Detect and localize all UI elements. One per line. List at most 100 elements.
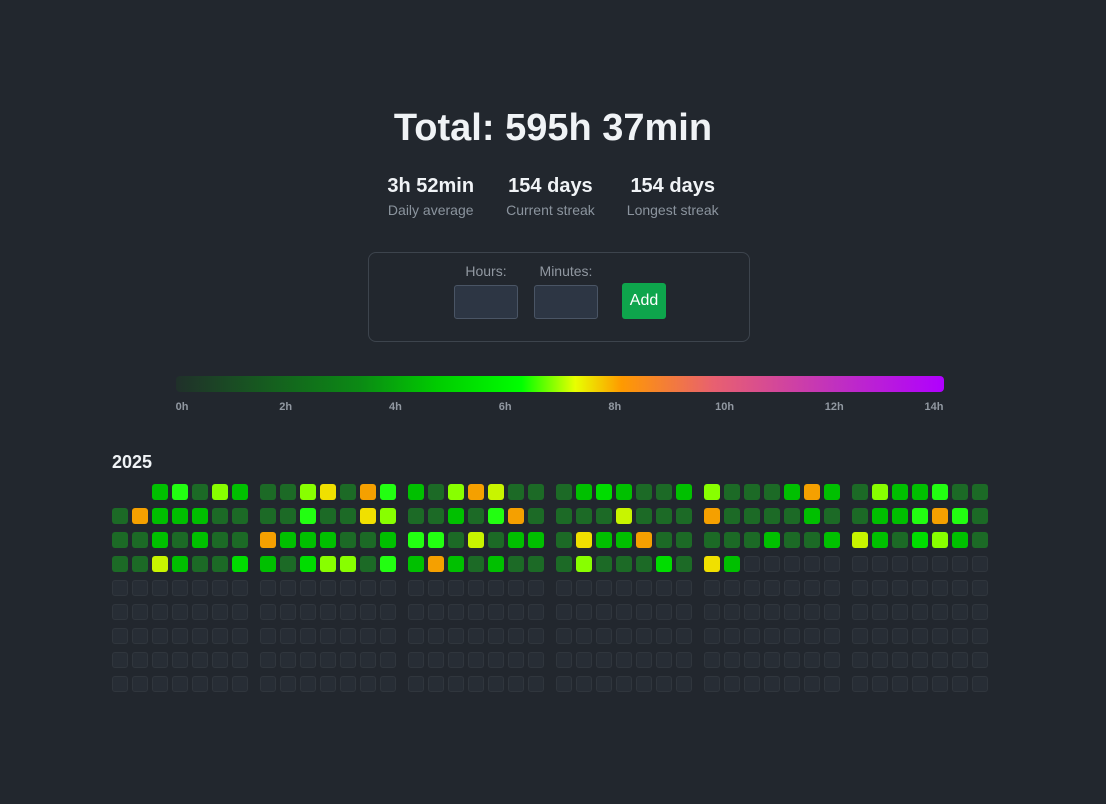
day-cell[interactable] xyxy=(508,652,524,668)
day-cell[interactable] xyxy=(804,580,820,596)
day-cell[interactable] xyxy=(232,676,248,692)
day-cell[interactable] xyxy=(528,628,544,644)
day-cell[interactable] xyxy=(784,604,800,620)
day-cell[interactable] xyxy=(872,484,888,500)
day-cell[interactable] xyxy=(488,676,504,692)
day-cell[interactable] xyxy=(952,652,968,668)
day-cell[interactable] xyxy=(576,604,592,620)
day-cell[interactable] xyxy=(172,628,188,644)
day-cell[interactable] xyxy=(320,628,336,644)
day-cell[interactable] xyxy=(468,676,484,692)
day-cell[interactable] xyxy=(556,652,572,668)
day-cell[interactable] xyxy=(912,604,928,620)
day-cell[interactable] xyxy=(656,532,672,548)
day-cell[interactable] xyxy=(428,652,444,668)
day-cell[interactable] xyxy=(360,676,376,692)
day-cell[interactable] xyxy=(824,580,840,596)
day-cell[interactable] xyxy=(468,484,484,500)
day-cell[interactable] xyxy=(448,532,464,548)
day-cell[interactable] xyxy=(280,556,296,572)
day-cell[interactable] xyxy=(556,676,572,692)
day-cell[interactable] xyxy=(300,556,316,572)
day-cell[interactable] xyxy=(636,676,652,692)
day-cell[interactable] xyxy=(784,580,800,596)
day-cell[interactable] xyxy=(448,556,464,572)
day-cell[interactable] xyxy=(428,556,444,572)
day-cell[interactable] xyxy=(408,652,424,668)
day-cell[interactable] xyxy=(596,532,612,548)
day-cell[interactable] xyxy=(972,508,988,524)
day-cell[interactable] xyxy=(212,580,228,596)
day-cell[interactable] xyxy=(428,532,444,548)
day-cell[interactable] xyxy=(576,484,592,500)
day-cell[interactable] xyxy=(704,484,720,500)
day-cell[interactable] xyxy=(804,556,820,572)
day-cell[interactable] xyxy=(972,532,988,548)
day-cell[interactable] xyxy=(852,580,868,596)
day-cell[interactable] xyxy=(428,484,444,500)
day-cell[interactable] xyxy=(232,556,248,572)
day-cell[interactable] xyxy=(232,508,248,524)
day-cell[interactable] xyxy=(152,556,168,572)
day-cell[interactable] xyxy=(260,652,276,668)
day-cell[interactable] xyxy=(300,628,316,644)
day-cell[interactable] xyxy=(556,580,572,596)
day-cell[interactable] xyxy=(528,580,544,596)
day-cell[interactable] xyxy=(132,580,148,596)
day-cell[interactable] xyxy=(280,676,296,692)
day-cell[interactable] xyxy=(192,508,208,524)
day-cell[interactable] xyxy=(340,508,356,524)
day-cell[interactable] xyxy=(172,556,188,572)
day-cell[interactable] xyxy=(676,532,692,548)
day-cell[interactable] xyxy=(380,580,396,596)
day-cell[interactable] xyxy=(724,484,740,500)
day-cell[interactable] xyxy=(132,508,148,524)
day-cell[interactable] xyxy=(556,556,572,572)
day-cell[interactable] xyxy=(616,676,632,692)
day-cell[interactable] xyxy=(212,508,228,524)
day-cell[interactable] xyxy=(576,556,592,572)
day-cell[interactable] xyxy=(488,556,504,572)
day-cell[interactable] xyxy=(428,604,444,620)
day-cell[interactable] xyxy=(360,556,376,572)
day-cell[interactable] xyxy=(152,580,168,596)
day-cell[interactable] xyxy=(280,508,296,524)
day-cell[interactable] xyxy=(172,604,188,620)
day-cell[interactable] xyxy=(676,556,692,572)
day-cell[interactable] xyxy=(852,556,868,572)
day-cell[interactable] xyxy=(764,484,780,500)
day-cell[interactable] xyxy=(340,604,356,620)
day-cell[interactable] xyxy=(448,580,464,596)
day-cell[interactable] xyxy=(596,508,612,524)
day-cell[interactable] xyxy=(852,676,868,692)
day-cell[interactable] xyxy=(280,532,296,548)
day-cell[interactable] xyxy=(912,484,928,500)
day-cell[interactable] xyxy=(804,508,820,524)
day-cell[interactable] xyxy=(824,484,840,500)
day-cell[interactable] xyxy=(488,580,504,596)
day-cell[interactable] xyxy=(300,484,316,500)
day-cell[interactable] xyxy=(724,604,740,620)
day-cell[interactable] xyxy=(556,508,572,524)
day-cell[interactable] xyxy=(260,532,276,548)
day-cell[interactable] xyxy=(784,652,800,668)
day-cell[interactable] xyxy=(260,556,276,572)
day-cell[interactable] xyxy=(528,508,544,524)
day-cell[interactable] xyxy=(656,580,672,596)
day-cell[interactable] xyxy=(892,604,908,620)
day-cell[interactable] xyxy=(152,652,168,668)
day-cell[interactable] xyxy=(448,628,464,644)
day-cell[interactable] xyxy=(656,484,672,500)
day-cell[interactable] xyxy=(596,580,612,596)
day-cell[interactable] xyxy=(892,580,908,596)
day-cell[interactable] xyxy=(704,604,720,620)
day-cell[interactable] xyxy=(508,676,524,692)
day-cell[interactable] xyxy=(528,556,544,572)
day-cell[interactable] xyxy=(704,676,720,692)
day-cell[interactable] xyxy=(508,580,524,596)
day-cell[interactable] xyxy=(704,628,720,644)
day-cell[interactable] xyxy=(132,628,148,644)
day-cell[interactable] xyxy=(932,604,948,620)
day-cell[interactable] xyxy=(872,676,888,692)
day-cell[interactable] xyxy=(824,604,840,620)
